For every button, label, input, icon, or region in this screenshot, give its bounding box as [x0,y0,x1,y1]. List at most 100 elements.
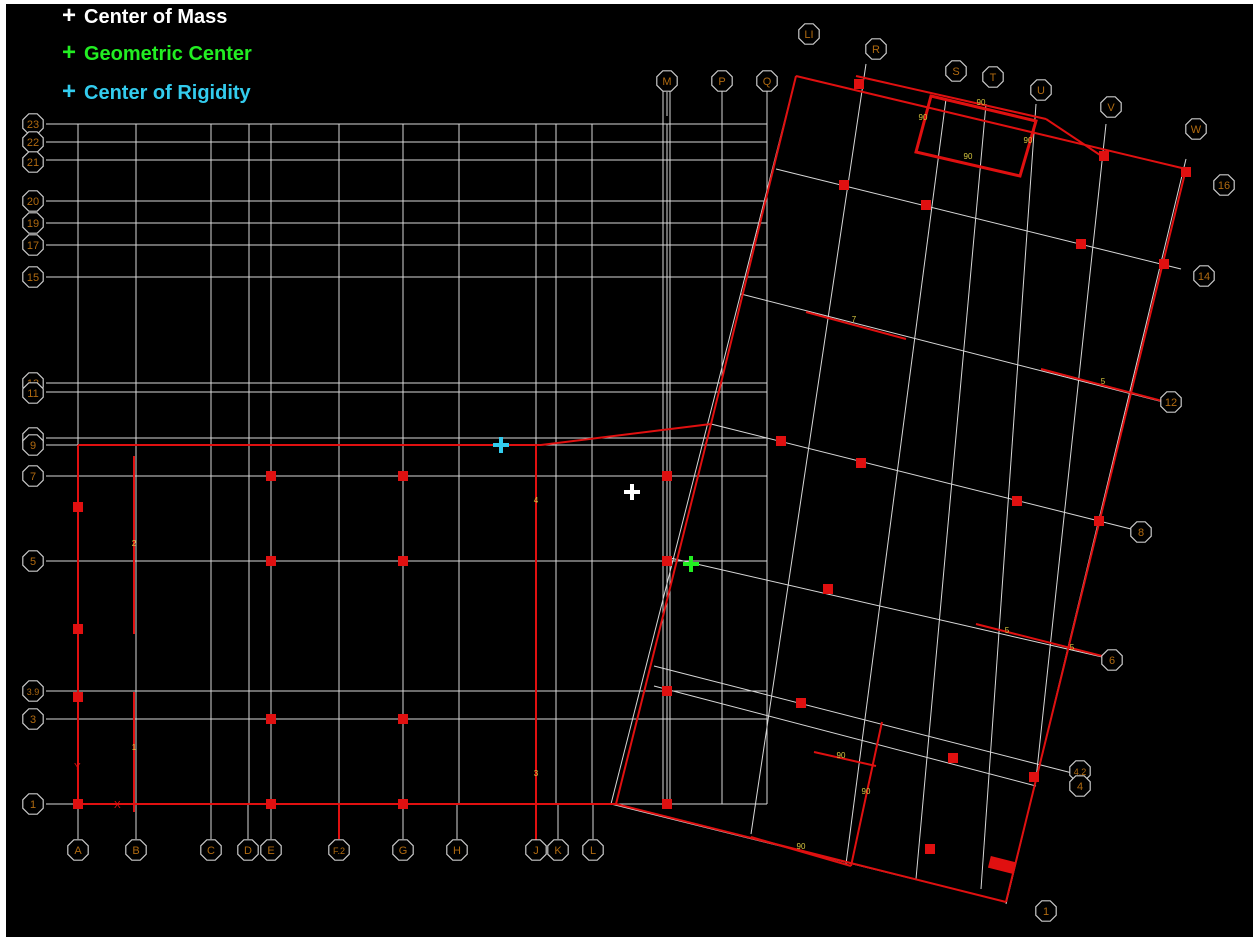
bubble-outline [22,212,44,234]
grid-bubble-s: S [945,60,967,82]
bubble-outline [865,38,887,60]
beam [1045,118,1107,160]
element-label: 7 [852,315,857,324]
bubble-outline [22,550,44,572]
bubble-label: 21 [27,157,39,169]
grid-bubble-1: 1 [22,793,44,815]
bubble-label: 12 [1165,397,1177,409]
column [1094,516,1104,526]
bubble-label: S [952,66,959,78]
grid-bubble-17: 17 [22,234,44,256]
bubble-label: 17 [27,240,39,252]
grid-bubble-q: Q [756,70,778,92]
grid-bubble-w: W [1185,118,1207,140]
rotated-grid-line [845,98,947,865]
rotated-grid-line [653,665,1077,775]
bubble-outline [392,839,414,861]
beam [750,836,852,867]
bubble-label: W [1191,124,1202,136]
bubble-label: 1 [1043,906,1049,918]
grid-bubble-c: C [200,839,222,861]
bubble-outline [328,839,350,861]
center-markers [493,437,699,572]
center-of-mass-marker [624,484,640,500]
bubble-outline [1069,775,1091,797]
bubble-outline [22,382,44,404]
bubble-label: L [590,845,596,857]
bubble-label: C [207,845,215,857]
column [796,698,806,708]
legend-geometric-center: + Geometric Center [62,41,252,66]
bubble-outline [22,708,44,730]
grid-bubble-li: LI [798,23,820,45]
bubble-label: 23 [27,119,39,131]
beam [615,423,712,805]
bubble-outline [22,266,44,288]
column [1029,772,1039,782]
bubble-outline [1160,391,1182,413]
bubble-label: 7 [30,471,36,483]
element-label: 4 [534,496,539,505]
grid-bubble-5: 5 [22,550,44,572]
grid-bubble-20: 20 [22,190,44,212]
bubble-label: 16 [1218,180,1230,192]
bubble-label: 5 [30,556,36,568]
rotated-grid-line [665,556,1112,660]
bubble-label: 19 [27,218,39,230]
bubble-label: E [267,845,274,857]
column [987,856,1017,874]
bubble-outline [22,680,44,702]
bubble-label: 9 [30,440,36,452]
bubble-label: R [872,44,880,56]
rotated-grid-line [740,293,1172,405]
bubble-outline [945,60,967,82]
bubble-outline [1100,96,1122,118]
element-label: 5 [1005,626,1010,635]
grid-bubble-22: 22 [22,131,44,153]
element-label: 90 [1024,136,1033,145]
column [266,799,276,809]
grid-bubble-b: B [125,839,147,861]
bubble-label: H [453,845,461,857]
floor-plan-drawing[interactable]: 2 4 1 3 90 90 90 90 7 5 5 5 90 90 90 X Y A B C D E F.2 G H J K L M P… [6,4,1253,937]
bubble-outline [200,839,222,861]
legend-label: Geometric Center [84,43,252,65]
column [1012,496,1022,506]
beam [975,623,1107,658]
column [948,753,958,763]
bubble-label: 3.9 [27,687,40,697]
grid-bubble-v: V [1100,96,1122,118]
column [398,556,408,566]
grid-bubble-k: K [547,839,569,861]
element-label: 90 [964,152,973,161]
element-label: 2 [132,539,137,548]
beam [710,75,797,425]
element-label: 1 [132,743,137,752]
column [662,556,672,566]
element-label: 90 [797,842,806,851]
bubble-outline [1030,79,1052,101]
column [662,686,672,696]
rotated-grid-line [610,75,797,805]
grid-bubble-u: U [1030,79,1052,101]
bubble-label: K [554,845,562,857]
bubble-label: U [1037,85,1045,97]
column [662,471,672,481]
column [921,200,931,210]
bubble-outline [67,839,89,861]
grid-bubble-11: 11 [22,382,44,404]
element-label: 90 [919,113,928,122]
column [398,714,408,724]
column [266,471,276,481]
center-of-mass-icon: + [62,2,77,29]
grid-bubble-12: 12 [1160,391,1182,413]
bubble-outline [1193,265,1215,287]
grid-bubble-d: D [237,839,259,861]
column [1099,151,1109,161]
grid-bubble-3-9: 3.9 [22,680,44,702]
bubble-label: D [244,845,252,857]
bubble-label: J [533,845,539,857]
x-axis-label: X [114,800,121,811]
bubble-outline [1185,118,1207,140]
